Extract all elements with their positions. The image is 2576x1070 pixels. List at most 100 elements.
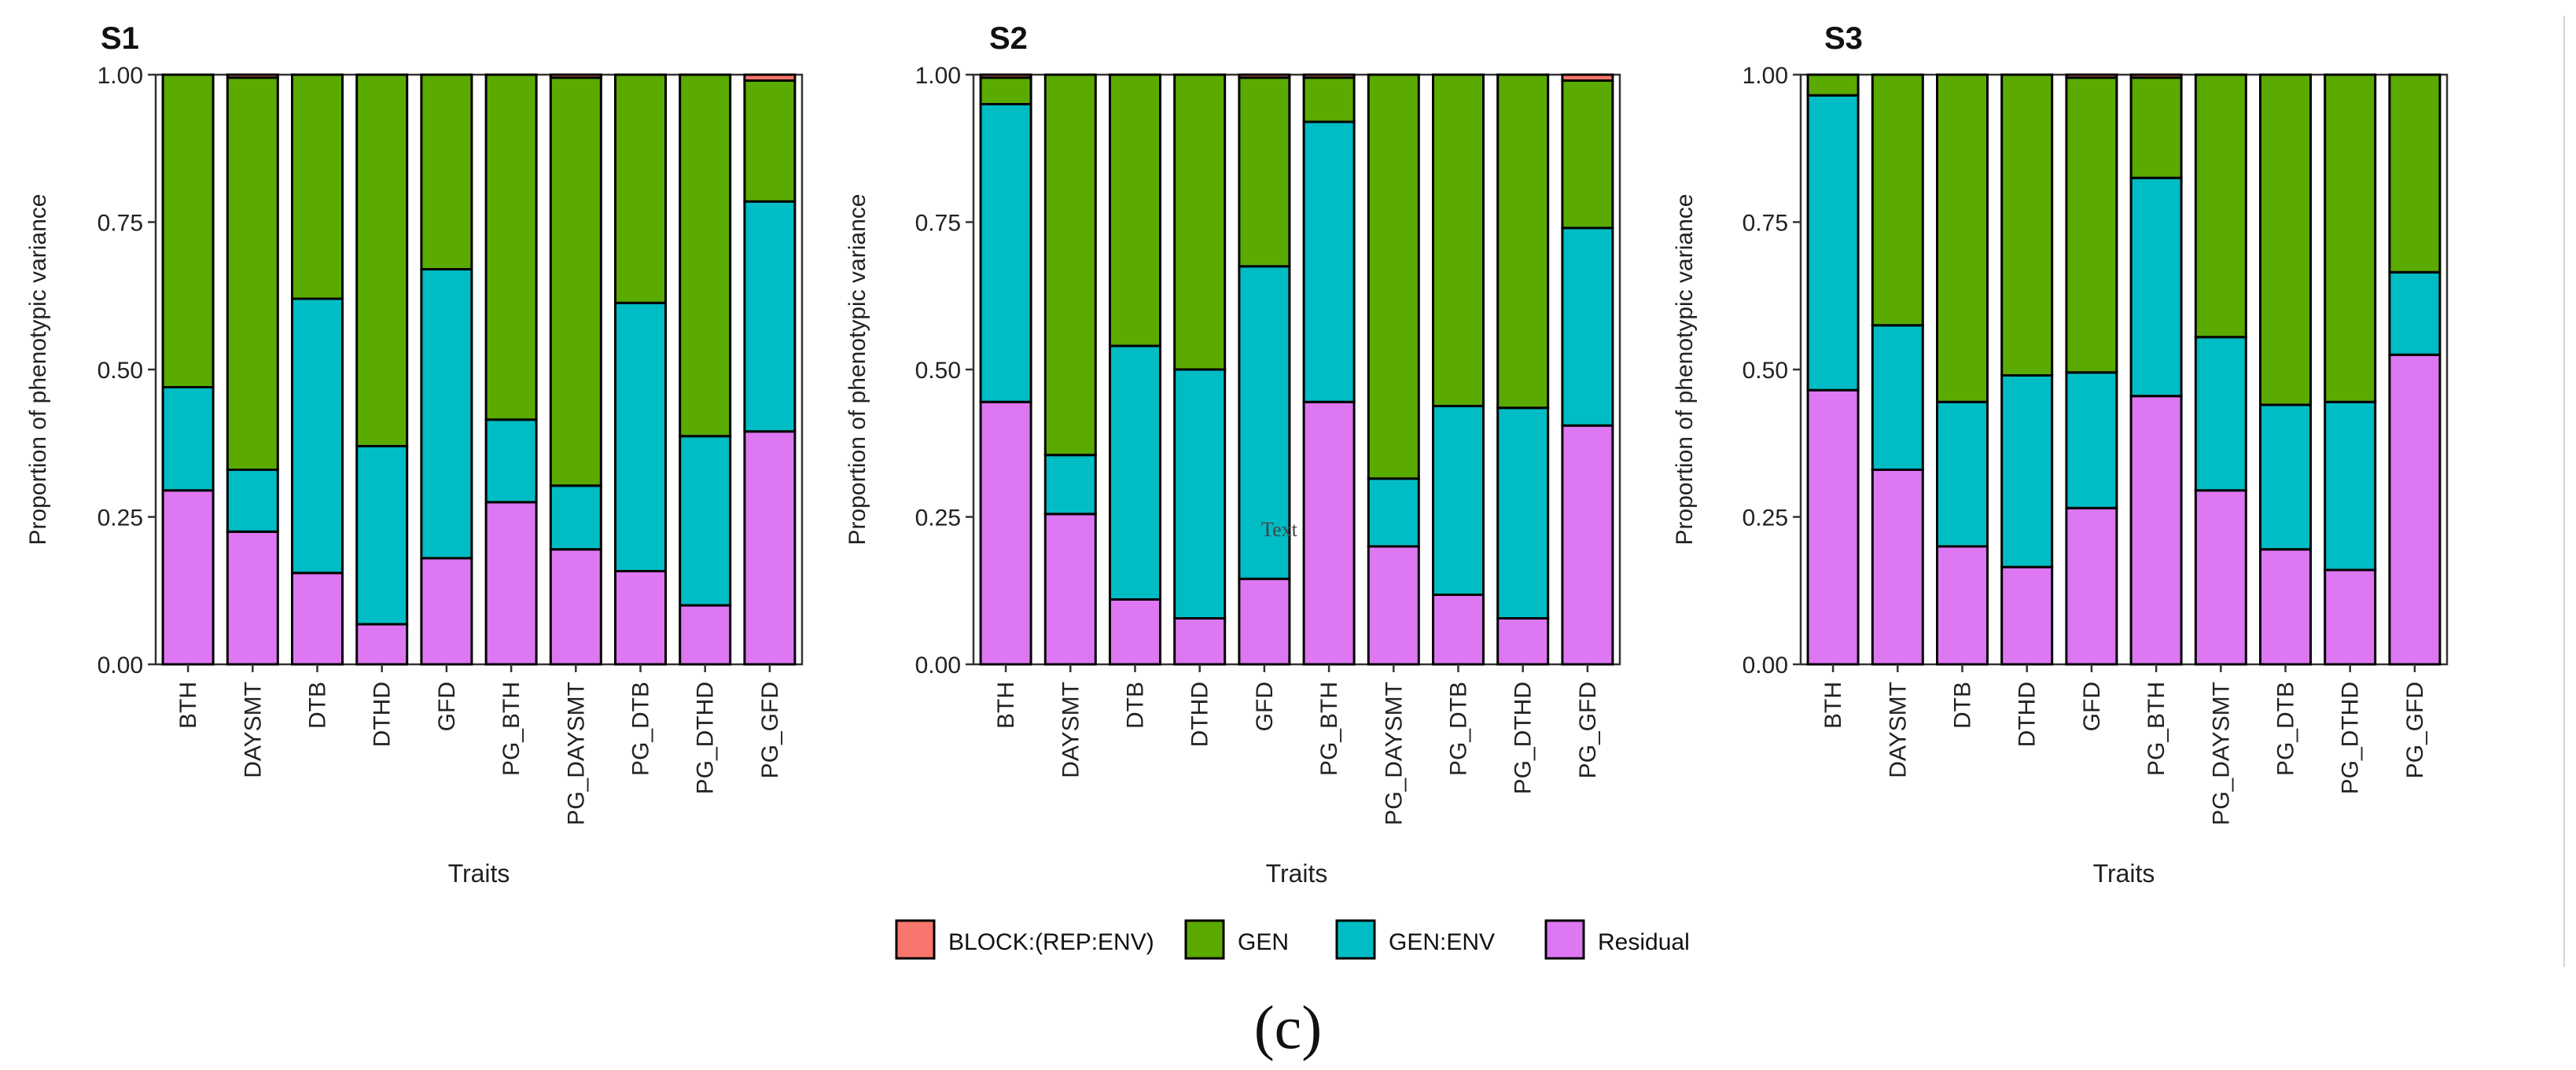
bar-segment-residual <box>743 430 797 666</box>
bar-segment-gen <box>2129 76 2183 179</box>
bar-segment-block-rep-env <box>743 73 797 82</box>
bar-segment-gen <box>2000 73 2054 377</box>
x-tick-label: PG_GFD <box>1575 682 1601 778</box>
x-axis-label: Traits <box>448 859 510 888</box>
y-tick-label: 0.50 <box>915 358 961 384</box>
bar-segment-gen <box>1238 76 1291 268</box>
bar-segment-residual <box>614 570 667 666</box>
bar-segment-block-rep-env <box>1561 73 1614 82</box>
y-tick-label: 0.00 <box>1742 653 1788 678</box>
bar-segment-gen-env <box>1496 406 1550 620</box>
bar-segment-gen <box>1043 73 1097 457</box>
legend-key-gen <box>1184 919 1225 960</box>
bar-segment-residual <box>291 572 344 666</box>
y-tick-label: 0.75 <box>915 211 961 237</box>
bar-segment-gen <box>2065 76 2118 374</box>
bar-segment-gen <box>1871 73 1924 327</box>
x-tick-label: DAYSMT <box>1058 682 1084 778</box>
bar-segment-gen <box>484 73 538 421</box>
bar-segment-residual <box>1871 469 1924 666</box>
bar-segment-block-rep-env <box>226 73 279 79</box>
bar-segment-gen <box>1806 73 1860 97</box>
bar-segment-gen <box>1936 73 1989 403</box>
stray-text-label: Text <box>1261 518 1298 541</box>
bar-segment-block-rep-env <box>1302 73 1356 79</box>
legend: BLOCK:(REP:ENV) GEN GEN:ENV Residual <box>895 919 1690 960</box>
bar-segment-gen-env <box>1561 226 1614 427</box>
x-tick-label: PG_DTB <box>2273 682 2299 776</box>
bar-segment-gen-env <box>2000 374 2054 568</box>
x-tick-label: DTB <box>1950 682 1976 729</box>
legend-key-block <box>895 919 936 960</box>
y-tick-label: 0.25 <box>98 506 143 531</box>
panel-title: S1 <box>101 21 139 56</box>
y-tick-label: 0.25 <box>915 506 961 531</box>
x-tick-label: PG_DTHD <box>2338 682 2364 794</box>
legend-label-residual: Residual <box>1598 929 1690 955</box>
bar-segment-gen-env <box>1806 94 1860 392</box>
chart-panel-s3: S3 0.00 0.25 0.50 0.75 1.00 Proportion of phen… <box>1672 21 2449 888</box>
bar-segment-residual <box>1936 545 1989 666</box>
y-axis-label: Proportion of phenotypic variance <box>1672 194 1698 546</box>
bar-segment-gen <box>1173 73 1227 371</box>
y-tick-label: 1.00 <box>98 63 143 89</box>
bar-segment-gen-env <box>743 200 797 433</box>
bar-segment-residual <box>2324 568 2377 666</box>
bar-segment-gen-env <box>226 469 279 533</box>
bar-segment-gen-env <box>1871 324 1924 471</box>
y-tick-label: 1.00 <box>915 63 961 89</box>
legend-key-genenv <box>1335 919 1376 960</box>
x-axis-label: Traits <box>1266 859 1328 888</box>
bar-segment-gen-env <box>614 301 667 572</box>
bar-segment-gen <box>2324 73 2377 403</box>
x-tick-label: DTB <box>1123 682 1149 729</box>
bar-segment-block-rep-env <box>979 73 1032 79</box>
bar-segment-gen <box>161 73 215 388</box>
x-tick-label: DAYSMT <box>1885 682 1911 778</box>
x-tick-label: DAYSMT <box>240 682 266 778</box>
bar-segment-gen <box>291 73 344 300</box>
bar-segment-gen-env <box>679 435 732 607</box>
bar-segment-gen-env <box>2388 270 2442 356</box>
bar-segment-residual <box>2194 489 2247 666</box>
bar-segment-residual <box>679 604 732 666</box>
x-tick-label: GFD <box>2079 682 2105 731</box>
bar-segment-gen-env <box>355 445 409 626</box>
x-tick-label: DTHD <box>370 682 396 747</box>
y-tick-label: 0.75 <box>98 211 143 237</box>
bar-segment-gen <box>1302 76 1356 123</box>
bar-segment-gen-env <box>1109 344 1161 601</box>
bar-segment-gen <box>679 73 732 438</box>
bar-segment-gen-env <box>2065 371 2118 509</box>
bar-segment-gen-env <box>1173 368 1227 620</box>
y-tick-label: 0.50 <box>1742 358 1788 384</box>
bar-segment-residual <box>2000 565 2054 666</box>
bar-segment-gen-env <box>161 386 215 492</box>
x-tick-label: PG_DTB <box>1446 682 1472 776</box>
bar-segment-gen-env <box>2324 400 2377 572</box>
bar-segment-residual <box>1561 424 1614 666</box>
bar-segment-gen <box>420 73 473 270</box>
bar-segment-gen <box>2194 73 2247 339</box>
figure-caption: (c) <box>1253 993 1323 1061</box>
bar-segment-gen <box>2388 73 2442 274</box>
bar-segment-gen <box>549 76 602 487</box>
bar-segment-residual <box>1806 388 1860 666</box>
bar-segment-residual <box>549 548 602 666</box>
bar-segment-residual <box>1043 513 1097 666</box>
x-tick-label: PG_DAYSMT <box>2208 682 2234 825</box>
x-tick-label: PG_DTB <box>628 682 654 776</box>
x-tick-label: PG_BTH <box>499 682 524 776</box>
bar-segment-gen-env <box>1367 477 1420 548</box>
bar-segment-residual <box>2065 506 2118 666</box>
panel-title: S2 <box>989 21 1028 56</box>
x-tick-label: PG_DAYSMT <box>1381 682 1407 825</box>
bar-segment-residual <box>2388 353 2442 666</box>
y-tick-label: 0.75 <box>1742 211 1788 237</box>
x-tick-label: DTHD <box>2015 682 2041 747</box>
bar-segment-residual <box>979 400 1032 666</box>
x-tick-label: BTH <box>1820 682 1846 729</box>
x-tick-label: PG_GFD <box>2402 682 2428 778</box>
x-tick-label: BTH <box>993 682 1019 729</box>
